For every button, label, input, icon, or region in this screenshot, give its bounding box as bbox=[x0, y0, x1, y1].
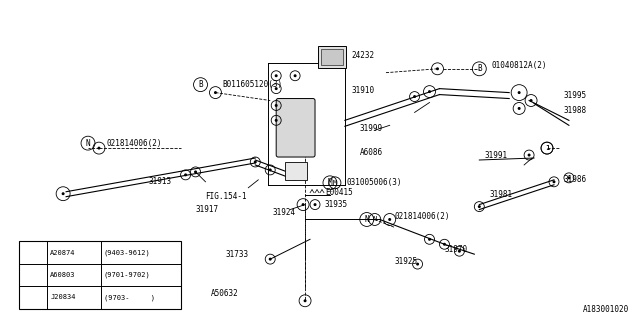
Text: A183001020: A183001020 bbox=[582, 305, 628, 314]
Text: (9703-     ): (9703- ) bbox=[104, 294, 155, 301]
Circle shape bbox=[294, 74, 296, 77]
Circle shape bbox=[97, 147, 100, 149]
Text: 31935: 31935 bbox=[325, 200, 348, 209]
Text: 31925: 31925 bbox=[395, 257, 418, 266]
Circle shape bbox=[413, 95, 416, 98]
Circle shape bbox=[568, 176, 570, 179]
Circle shape bbox=[275, 104, 278, 107]
Text: (9403-9612): (9403-9612) bbox=[104, 249, 150, 256]
Text: 31917: 31917 bbox=[196, 205, 219, 214]
Text: B011605120(3): B011605120(3) bbox=[223, 80, 282, 89]
Text: M: M bbox=[328, 178, 332, 187]
Text: (9701-9702): (9701-9702) bbox=[104, 272, 150, 278]
Circle shape bbox=[275, 74, 278, 77]
Text: 31733: 31733 bbox=[225, 250, 248, 259]
Circle shape bbox=[436, 67, 439, 70]
Circle shape bbox=[388, 218, 391, 221]
Text: M: M bbox=[333, 180, 337, 186]
Circle shape bbox=[458, 250, 461, 253]
Text: E00415: E00415 bbox=[325, 188, 353, 197]
Text: 31995: 31995 bbox=[564, 91, 587, 100]
Text: 31924: 31924 bbox=[272, 208, 295, 217]
Text: J20834: J20834 bbox=[50, 294, 76, 300]
Circle shape bbox=[301, 203, 305, 206]
Circle shape bbox=[518, 91, 520, 94]
Circle shape bbox=[214, 91, 217, 94]
Circle shape bbox=[269, 258, 272, 260]
Text: A60803: A60803 bbox=[50, 272, 76, 278]
Circle shape bbox=[275, 87, 278, 90]
Circle shape bbox=[184, 173, 187, 176]
Text: 31981: 31981 bbox=[489, 190, 513, 199]
Circle shape bbox=[428, 238, 431, 241]
Text: N: N bbox=[365, 215, 369, 224]
Circle shape bbox=[529, 99, 532, 102]
Text: 31988: 31988 bbox=[564, 106, 587, 115]
Text: 1: 1 bbox=[31, 270, 36, 279]
Circle shape bbox=[416, 263, 419, 266]
Text: FIG.154-1: FIG.154-1 bbox=[205, 192, 247, 201]
Bar bbox=[285, 162, 307, 180]
Circle shape bbox=[527, 154, 531, 156]
Text: N: N bbox=[372, 216, 377, 222]
Text: 31999: 31999 bbox=[360, 124, 383, 133]
Text: 31991: 31991 bbox=[484, 150, 508, 160]
Text: 31986: 31986 bbox=[564, 175, 587, 184]
Bar bbox=[318, 46, 346, 68]
Circle shape bbox=[443, 243, 446, 246]
Text: A20874: A20874 bbox=[50, 250, 76, 256]
Text: N: N bbox=[86, 139, 90, 148]
Text: 1: 1 bbox=[545, 145, 549, 151]
Circle shape bbox=[314, 203, 317, 206]
Circle shape bbox=[478, 205, 481, 208]
Text: 021814006(2): 021814006(2) bbox=[107, 139, 163, 148]
Circle shape bbox=[194, 171, 197, 173]
Bar bbox=[321, 49, 343, 65]
Text: 31970: 31970 bbox=[444, 245, 468, 254]
Text: B: B bbox=[477, 64, 482, 73]
Text: 24232: 24232 bbox=[352, 52, 375, 60]
Bar bbox=[19, 241, 180, 309]
Text: A50632: A50632 bbox=[211, 289, 238, 298]
Text: 01040812A(2): 01040812A(2) bbox=[492, 61, 547, 70]
Text: 031005006(3): 031005006(3) bbox=[347, 178, 403, 187]
Text: 31913: 31913 bbox=[148, 177, 172, 186]
Circle shape bbox=[269, 168, 272, 172]
Circle shape bbox=[518, 107, 520, 110]
Circle shape bbox=[428, 90, 431, 93]
Circle shape bbox=[275, 119, 278, 122]
Text: B: B bbox=[198, 80, 203, 89]
Text: 1: 1 bbox=[545, 145, 549, 151]
Text: A6086: A6086 bbox=[360, 148, 383, 156]
Text: 31910: 31910 bbox=[352, 86, 375, 95]
Circle shape bbox=[254, 161, 257, 164]
Circle shape bbox=[303, 299, 307, 302]
Circle shape bbox=[552, 180, 556, 183]
FancyBboxPatch shape bbox=[276, 99, 315, 157]
Circle shape bbox=[61, 192, 65, 195]
Text: 021814006(2): 021814006(2) bbox=[395, 212, 450, 221]
